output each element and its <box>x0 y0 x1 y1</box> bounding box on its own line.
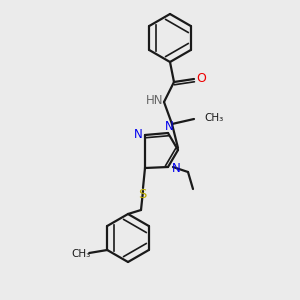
Text: CH₃: CH₃ <box>204 113 223 123</box>
Text: S: S <box>138 188 146 202</box>
Text: N: N <box>134 128 142 140</box>
Text: HN: HN <box>146 94 164 107</box>
Text: N: N <box>165 119 173 133</box>
Text: O: O <box>196 73 206 85</box>
Text: N: N <box>172 161 180 175</box>
Text: CH₃: CH₃ <box>72 249 91 259</box>
